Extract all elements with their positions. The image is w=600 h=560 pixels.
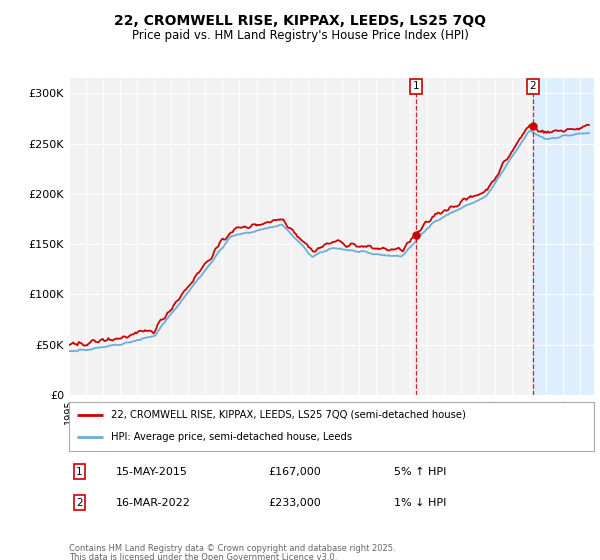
Text: £233,000: £233,000 (269, 498, 321, 507)
Text: 1: 1 (413, 81, 419, 91)
Text: 22, CROMWELL RISE, KIPPAX, LEEDS, LS25 7QQ (semi-detached house): 22, CROMWELL RISE, KIPPAX, LEEDS, LS25 7… (111, 410, 466, 420)
Text: This data is licensed under the Open Government Licence v3.0.: This data is licensed under the Open Gov… (69, 553, 337, 560)
Text: 2: 2 (76, 498, 83, 507)
Bar (533, 78, 594, 395)
Text: 15-MAY-2015: 15-MAY-2015 (116, 467, 188, 477)
Text: 22, CROMWELL RISE, KIPPAX, LEEDS, LS25 7QQ: 22, CROMWELL RISE, KIPPAX, LEEDS, LS25 7… (114, 14, 486, 28)
Text: HPI: Average price, semi-detached house, Leeds: HPI: Average price, semi-detached house,… (111, 432, 352, 442)
Text: 16-MAR-2022: 16-MAR-2022 (116, 498, 191, 507)
Text: 1% ↓ HPI: 1% ↓ HPI (395, 498, 447, 507)
Text: Price paid vs. HM Land Registry's House Price Index (HPI): Price paid vs. HM Land Registry's House … (131, 29, 469, 42)
Text: 2: 2 (529, 81, 536, 91)
Text: 5% ↑ HPI: 5% ↑ HPI (395, 467, 447, 477)
Text: Contains HM Land Registry data © Crown copyright and database right 2025.: Contains HM Land Registry data © Crown c… (69, 544, 395, 553)
Text: 1: 1 (76, 467, 83, 477)
Text: £167,000: £167,000 (269, 467, 321, 477)
